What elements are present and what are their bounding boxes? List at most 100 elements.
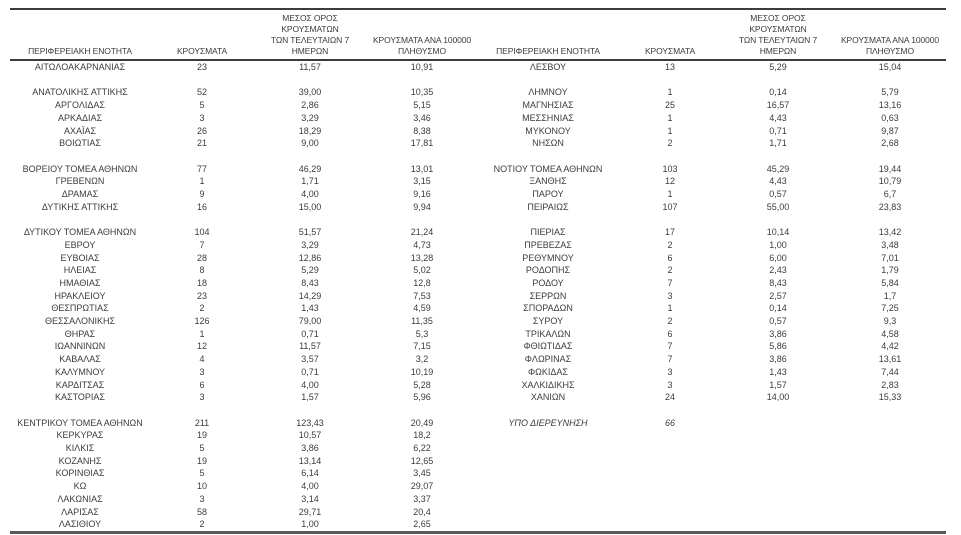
right-avg7-cell: 16,57 <box>766 100 790 111</box>
table-row <box>10 150 946 163</box>
right-cases-column-header: ΚΡΟΥΣΜΑΤΑ <box>618 9 722 61</box>
right-avg7-cell: 14,00 <box>766 392 790 403</box>
right-per100k-cell: 15,04 <box>878 62 902 72</box>
right-region-name-cell: ΜΥΚΟΝΟΥ <box>525 125 571 136</box>
right-cases-cell: 1 <box>667 87 673 98</box>
table-row: ΚΑΛΥΜΝΟΥ 3 0,71 10,19 ΦΩΚΙΔΑΣ 3 1,43 7,44 <box>10 366 946 379</box>
left-region-name-cell: ΚΟΡΙΝΘΙΑΣ <box>55 468 105 479</box>
table-row: ΔΡΑΜΑΣ 9 4,00 9,16 ΠΑΡΟΥ 1 0,57 6,7 <box>10 188 946 201</box>
right-cases-cell: 3 <box>667 379 673 390</box>
right-per100k-cell <box>834 74 946 87</box>
left-cases-cell: 12 <box>196 341 207 352</box>
right-avg7-cell <box>722 506 834 519</box>
right-region-name-cell <box>478 442 618 455</box>
right-per100k-cell: 5,79 <box>881 87 899 98</box>
right-avg7-cell <box>722 442 834 455</box>
table-row: ΚΙΛΚΙΣ 5 3,86 6,22 <box>10 442 946 455</box>
right-cases-cell: 2 <box>667 316 673 327</box>
left-avg7-cell: 1,43 <box>301 303 319 314</box>
right-avg7-cell: 55,00 <box>766 201 790 212</box>
left-avg7-cell: 5,29 <box>301 265 319 276</box>
left-avg7-cell: 3,14 <box>301 493 319 504</box>
right-avg7-cell <box>722 417 834 430</box>
right-per100k-cell: 13,61 <box>878 354 902 365</box>
right-cases-cell: 13 <box>664 62 675 72</box>
left-avg7-cell: 2,86 <box>301 100 319 111</box>
left-region-column-header: ΠΕΡΙΦΕΡΕΙΑΚΗ ΕΝΟΤΗΤΑ <box>10 9 150 61</box>
left-per100k-cell: 10,91 <box>410 62 434 72</box>
left-region-name-cell: ΘΕΣΣΑΛΟΝΙΚΗΣ <box>44 316 116 327</box>
left-region-name-cell: ΚΩ <box>73 481 87 492</box>
left-avg7-cell: 0,71 <box>301 366 319 377</box>
right-cases-cell: 1 <box>667 189 673 199</box>
right-region-name-cell: ΦΛΩΡΙΝΑΣ <box>524 354 572 365</box>
left-per100k-cell: 10,35 <box>410 87 434 98</box>
right-region-name-cell: ΠΕΙΡΑΙΩΣ <box>527 201 569 212</box>
right-region-name-cell: ΥΠΟ ΔΙΕΡΕΥΝΗΣΗ <box>508 417 588 428</box>
right-avg7-cell: 8,43 <box>769 277 787 288</box>
right-per100k-cell: 2,68 <box>881 138 899 149</box>
right-avg7-column-header: ΜΕΣΟΣ ΟΡΟΣ ΚΡΟΥΣΜΑΤΩΝ ΤΩΝ ΤΕΛΕΥΤΑΙΩΝ 7 Η… <box>722 9 834 61</box>
left-avg7-column-header: ΜΕΣΟΣ ΟΡΟΣ ΚΡΟΥΣΜΑΤΩΝ ΤΩΝ ΤΕΛΕΥΤΑΙΩΝ 7 Η… <box>254 9 366 61</box>
left-avg7-cell: 8,43 <box>301 277 319 288</box>
table-row: ΚΟΡΙΝΘΙΑΣ 5 6,14 3,45 <box>10 467 946 480</box>
left-region-name-cell: ΑΡΚΑΔΙΑΣ <box>57 112 103 123</box>
right-per100k-cell <box>834 442 946 455</box>
right-per100k-cell: 7,01 <box>881 252 899 263</box>
left-avg7-cell: 4,00 <box>301 379 319 390</box>
left-avg7-cell: 12,86 <box>298 252 322 263</box>
right-cases-cell <box>618 442 722 455</box>
left-per100k-cell: 29,07 <box>410 481 434 492</box>
table-body: ΑΙΤΩΛΟΑΚΑΡΝΑΝΙΑΣ 23 11,57 10,91 ΛΕΣΒΟΥ 13 5,29… <box>10 60 946 532</box>
left-cases-column-header: ΚΡΟΥΣΜΑΤΑ <box>150 9 254 61</box>
table-row: ΑΡΚΑΔΙΑΣ 3 3,29 3,46 ΜΕΣΣΗΝΙΑΣ 1 4,43 0,63 <box>10 112 946 125</box>
right-region-name-cell: ΧΑΛΚΙΔΙΚΗΣ <box>521 379 575 390</box>
right-cases-cell <box>618 404 722 417</box>
right-avg7-cell: 0,14 <box>769 303 787 314</box>
left-cases-cell: 52 <box>196 87 207 98</box>
left-avg7-cell: 1,00 <box>301 519 319 530</box>
right-region-name-cell: ΣΕΡΡΩΝ <box>529 290 567 301</box>
right-region-name-cell <box>478 74 618 87</box>
left-region-name-cell: ΚΑΒΑΛΑΣ <box>59 354 101 365</box>
left-cases-cell: 7 <box>199 239 205 250</box>
left-region-name-cell: ΛΑΡΙΣΑΣ <box>61 506 99 517</box>
left-cases-cell: 1 <box>199 176 205 187</box>
right-avg7-cell <box>722 429 834 442</box>
right-region-name-cell: ΜΕΣΣΗΝΙΑΣ <box>522 112 574 123</box>
right-cases-cell <box>618 213 722 226</box>
right-avg7-cell: 4,43 <box>769 176 787 187</box>
right-per100k-cell <box>834 455 946 468</box>
left-avg7-cell: 1,57 <box>301 392 319 403</box>
right-avg7-cell <box>722 518 834 532</box>
left-avg7-cell: 51,57 <box>298 227 322 238</box>
left-per100k-cell: 8,38 <box>413 125 431 136</box>
right-avg7-cell <box>722 74 834 87</box>
right-avg7-cell: 6,00 <box>769 252 787 263</box>
left-per100k-cell: 13,01 <box>410 163 434 174</box>
right-region-name-cell: ΡΟΔΟΥ <box>532 277 564 288</box>
table-row: ΚΩ 10 4,00 29,07 <box>10 480 946 493</box>
left-region-name-cell: ΕΥΒΟΙΑΣ <box>60 252 100 263</box>
right-per100k-cell <box>834 493 946 506</box>
left-per100k-cell: 9,16 <box>413 189 431 199</box>
right-per100k-cell <box>834 467 946 480</box>
left-region-name-cell: ΚΕΡΚΥΡΑΣ <box>56 430 104 441</box>
right-cases-cell: 103 <box>662 163 678 174</box>
right-avg7-cell: 1,00 <box>769 239 787 250</box>
right-per100k-cell: 0,63 <box>881 112 899 123</box>
right-region-name-cell <box>478 467 618 480</box>
table-row: ΚΕΡΚΥΡΑΣ 19 10,57 18,2 <box>10 429 946 442</box>
left-per100k-cell <box>366 404 478 417</box>
left-cases-cell: 1 <box>199 328 205 339</box>
left-avg7-cell: 79,00 <box>298 316 322 327</box>
right-cases-cell: 25 <box>664 100 675 111</box>
right-cases-cell: 1 <box>667 303 673 314</box>
right-avg7-cell: 10,14 <box>766 227 790 238</box>
left-region-name-cell: ΚΙΛΚΙΣ <box>65 443 95 454</box>
left-cases-cell: 19 <box>196 430 207 441</box>
right-region-name-cell: ΝΗΣΩΝ <box>532 138 564 149</box>
table-row: ΚΑΡΔΙΤΣΑΣ 6 4,00 5,28 ΧΑΛΚΙΔΙΚΗΣ 3 1,57 2,83 <box>10 379 946 392</box>
left-avg7-cell: 29,71 <box>298 506 322 517</box>
right-region-name-cell <box>478 429 618 442</box>
